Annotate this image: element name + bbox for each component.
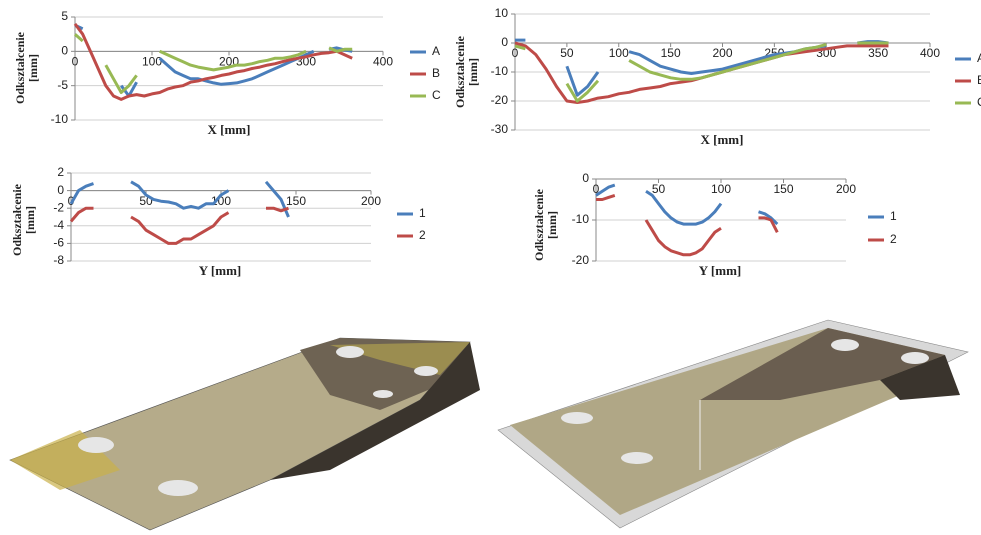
y-tick-label: -10 (51, 112, 69, 126)
y-tick-label: -2 (53, 200, 64, 214)
y-tick-label: 2 (57, 165, 64, 179)
x-tick-label: 100 (609, 46, 629, 60)
y-tick-label: -5 (57, 78, 68, 92)
y-tick-label: -4 (53, 218, 64, 232)
y-tick-label: -20 (572, 253, 590, 267)
legend-label: 2 (890, 232, 897, 246)
legend-label: A (977, 51, 981, 65)
x-tick-label: 200 (361, 194, 381, 208)
y-tick-label: -30 (491, 122, 509, 136)
legend-label: 1 (890, 209, 897, 223)
legend-label: B (432, 66, 440, 80)
x-tick-label: 200 (712, 46, 732, 60)
y-tick-label: -10 (491, 64, 509, 78)
x-tick-label: 400 (920, 46, 940, 60)
x-tick-label: 150 (773, 182, 793, 196)
x-tick-label: 150 (286, 194, 306, 208)
y-tick-label: 0 (582, 171, 589, 185)
data-line (71, 182, 289, 217)
y-tick-label: 0 (501, 35, 508, 49)
surface-left (10, 338, 480, 530)
y-axis-label: Odkształcenie [mm] (454, 27, 480, 117)
x-axis-label: X [mm] (208, 122, 251, 137)
x-axis-label: Y [mm] (199, 263, 241, 278)
figure: -10-5050100200300400X [mm]ABC-30-20-1001… (0, 0, 981, 535)
x-tick-label: 400 (373, 55, 393, 69)
y-axis-label: Odkształcenie [mm] (11, 175, 37, 265)
x-tick-label: 50 (560, 46, 574, 60)
x-tick-label: 150 (661, 46, 681, 60)
data-line (596, 185, 777, 224)
y-tick-label: 10 (495, 6, 509, 20)
y-axis-label: Odkształcenie [mm] (14, 23, 40, 113)
legend-label: B (977, 73, 981, 87)
legend-label: 1 (419, 206, 426, 220)
x-tick-label: 100 (711, 182, 731, 196)
y-axis-label: Odkształcenie [mm] (533, 180, 559, 270)
y-tick-label: 0 (61, 44, 68, 58)
charts: -10-5050100200300400X [mm]ABC-30-20-1001… (0, 0, 981, 535)
surface-right (498, 320, 968, 528)
x-tick-label: 0 (72, 55, 79, 69)
y-tick-label: 0 (57, 183, 64, 197)
x-tick-label: 350 (868, 46, 888, 60)
x-tick-label: 0 (512, 46, 519, 60)
legend-label: A (432, 44, 440, 58)
y-tick-label: -8 (53, 253, 64, 267)
x-tick-label: 200 (836, 182, 856, 196)
y-tick-label: -6 (53, 236, 64, 250)
legend-label: C (977, 95, 981, 109)
legend-label: 2 (419, 228, 426, 242)
y-tick-label: -20 (491, 93, 509, 107)
legend-label: C (432, 88, 441, 102)
y-tick-label: 5 (61, 9, 68, 23)
y-tick-label: -10 (572, 212, 590, 226)
x-axis-label: Y [mm] (699, 263, 741, 278)
x-tick-label: 100 (142, 55, 162, 69)
x-tick-label: 50 (652, 182, 666, 196)
x-axis-label: X [mm] (701, 132, 744, 147)
